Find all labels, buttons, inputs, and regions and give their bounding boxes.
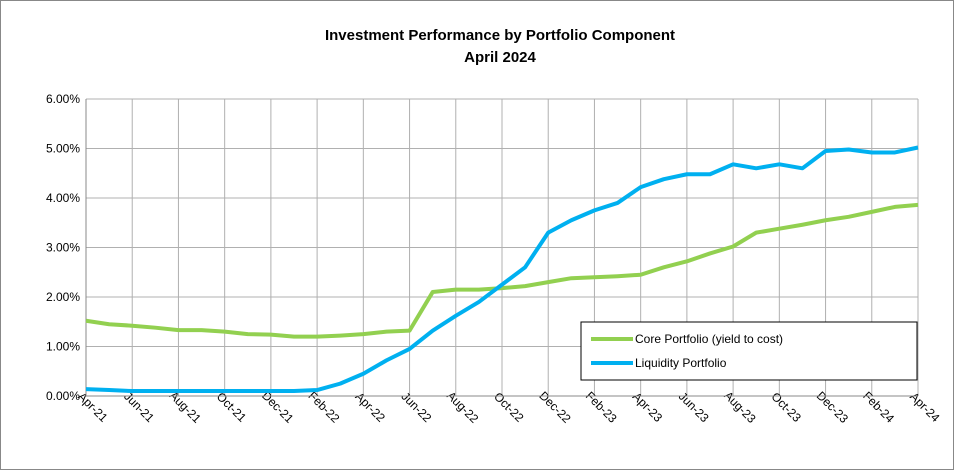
y-tick-label: 3.00%	[46, 241, 80, 255]
y-tick-label: 6.00%	[46, 92, 80, 106]
chart-title: Investment Performance by Portfolio Comp…	[325, 27, 675, 44]
legend-label: Liquidity Portfolio	[635, 356, 727, 370]
series-line	[85, 145, 919, 394]
series-line	[85, 202, 919, 339]
legend-label: Core Portfolio (yield to cost)	[635, 332, 783, 346]
y-tick-label: 5.00%	[46, 142, 80, 156]
chart-subtitle: April 2024	[464, 49, 536, 66]
y-tick-label: 0.00%	[46, 389, 80, 403]
y-tick-label: 4.00%	[46, 191, 80, 205]
y-tick-label: 1.00%	[46, 340, 80, 354]
legend-box	[580, 321, 918, 381]
y-tick-label: 2.00%	[46, 290, 80, 304]
